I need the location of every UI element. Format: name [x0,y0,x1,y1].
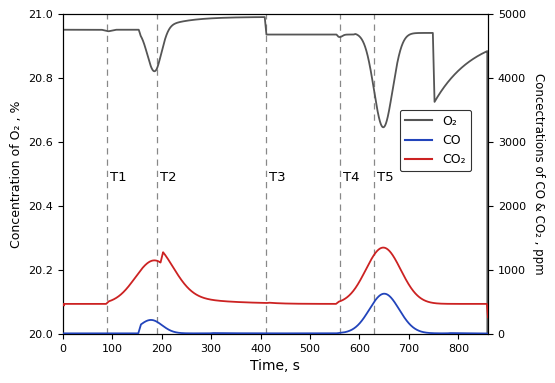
Text: T3: T3 [269,170,285,183]
Y-axis label: Concectrations of CO & CO₂ , ppm: Concectrations of CO & CO₂ , ppm [532,73,545,275]
Text: T2: T2 [160,170,176,183]
Text: T5: T5 [377,170,394,183]
Y-axis label: Concentration of O₂ , %: Concentration of O₂ , % [10,100,23,248]
Text: T1: T1 [110,170,127,183]
Legend: O₂, CO, CO₂: O₂, CO, CO₂ [400,110,471,171]
X-axis label: Time, s: Time, s [250,359,300,373]
Text: T4: T4 [342,170,359,183]
